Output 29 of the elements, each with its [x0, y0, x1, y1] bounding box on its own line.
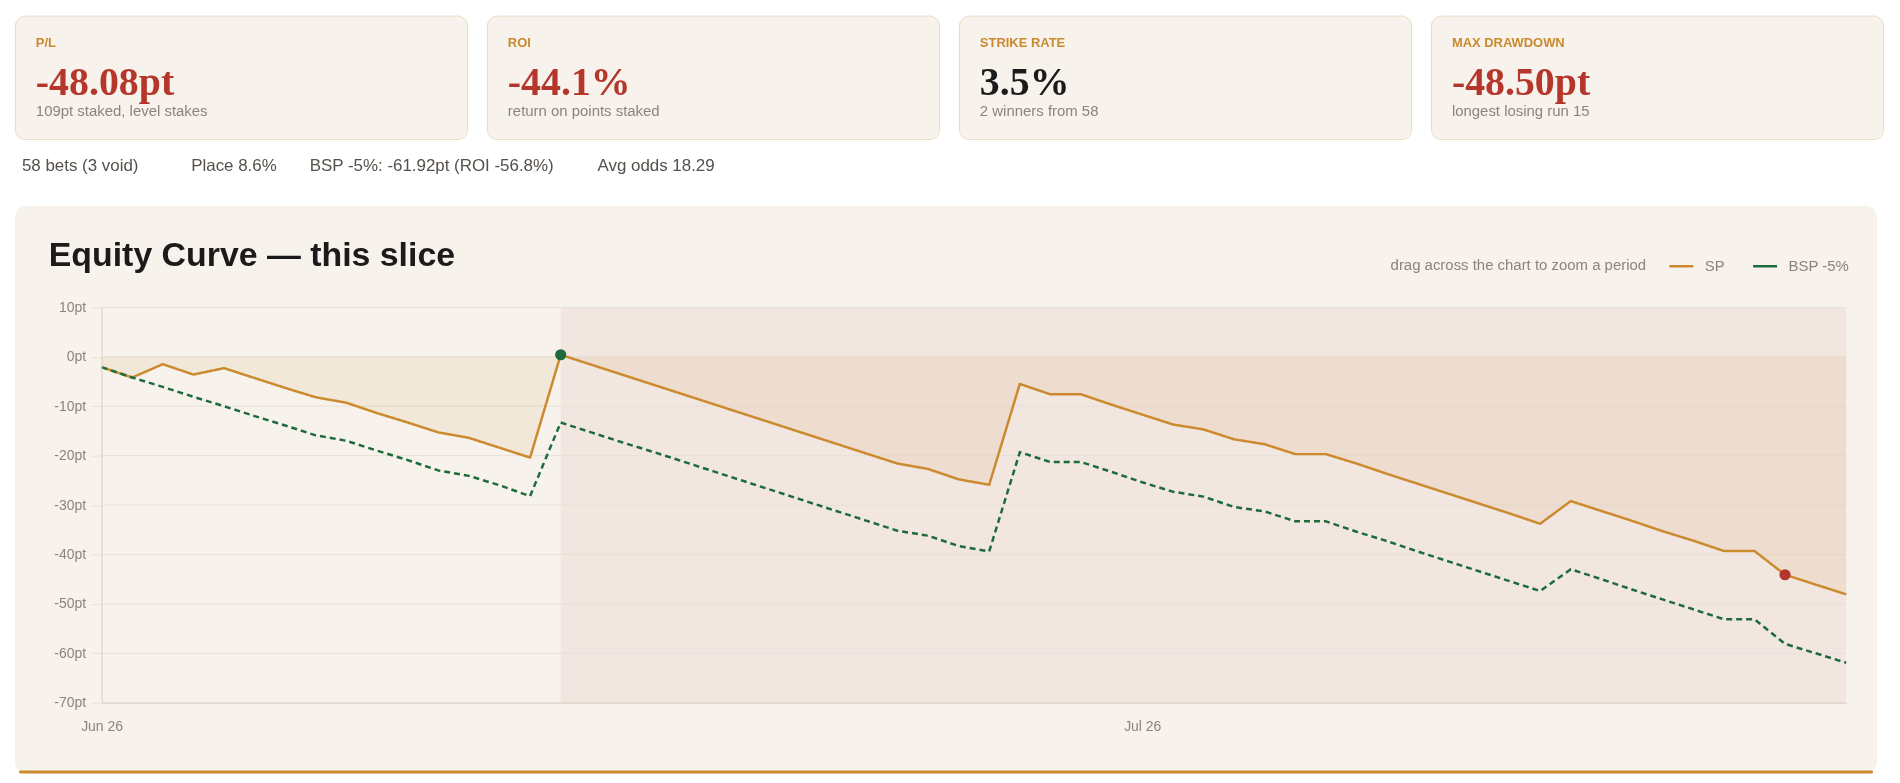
- text: BSP -5%: -61.92pt (ROI -56.8%): [309, 155, 554, 175]
- chart-title: Equity Curve — this slice: [48, 234, 456, 273]
- y-tick-label: -20pt: [54, 447, 87, 464]
- text: 3.5%: [979, 60, 1070, 105]
- x-tick-label: Jul 26: [1124, 718, 1162, 735]
- y-tick-label: 0pt: [66, 348, 87, 365]
- text: MAX DRAWDOWN: [1451, 35, 1565, 51]
- legend-label: BSP -5%: [1788, 257, 1849, 275]
- y-tick-label: 10pt: [59, 298, 87, 315]
- text: drag across the chart to zoom a period: [1390, 255, 1647, 273]
- text: STRIKE RATE: [979, 35, 1066, 51]
- y-tick-label: -70pt: [54, 694, 87, 711]
- text: 58 bets (3 void): [21, 155, 139, 175]
- y-tick-label: -40pt: [54, 545, 87, 562]
- text: Place 8.6%: [191, 155, 277, 175]
- text: -44.1%: [507, 60, 631, 105]
- text: -48.50pt: [1451, 60, 1591, 105]
- y-tick-label: -50pt: [54, 595, 87, 612]
- text: 2 winners from 58: [979, 102, 1099, 120]
- text: return on points staked: [507, 102, 660, 120]
- x-tick-label: Jun 26: [81, 718, 124, 735]
- legend-label: SP: [1704, 257, 1725, 275]
- text: Avg odds 18.29: [597, 155, 715, 175]
- y-tick-label: -10pt: [54, 397, 87, 414]
- y-tick-label: -60pt: [54, 644, 87, 661]
- y-tick-label: -30pt: [54, 496, 87, 513]
- text: ROI: [507, 35, 531, 51]
- text: -48.08pt: [35, 60, 175, 105]
- text: P/L: [35, 35, 57, 51]
